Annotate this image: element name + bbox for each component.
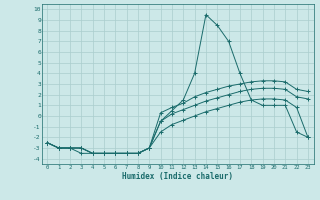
X-axis label: Humidex (Indice chaleur): Humidex (Indice chaleur) <box>122 172 233 181</box>
